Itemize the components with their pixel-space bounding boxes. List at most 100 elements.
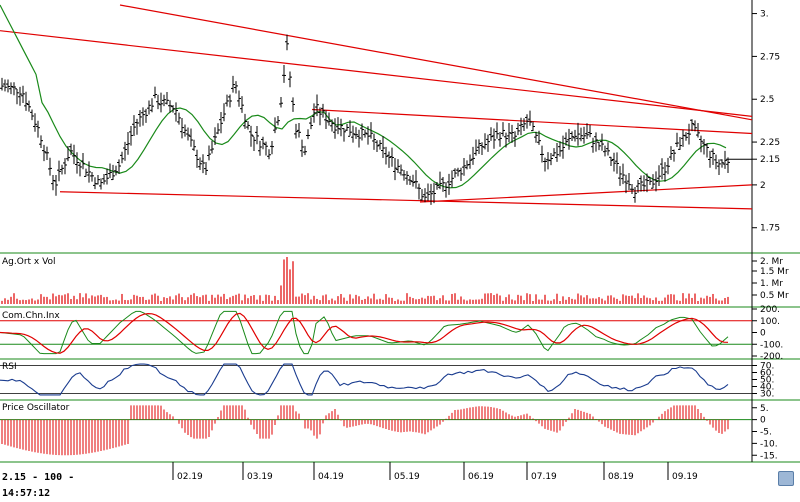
ohlc-bar <box>264 141 268 156</box>
ohlc-bar <box>582 126 586 144</box>
ohlc-bar <box>48 157 52 176</box>
oscillator-tick-label: -10. <box>760 439 778 449</box>
ohlc-bar <box>396 159 400 174</box>
cci-line <box>0 310 729 355</box>
ohlc-bar <box>345 123 349 132</box>
ohlc-bar <box>315 94 319 117</box>
ohlc-bar <box>525 114 529 129</box>
ohlc-bar <box>684 132 688 141</box>
price-tick-label: 2.75 <box>760 52 780 62</box>
ohlc-bar <box>570 131 574 141</box>
ohlc-bar <box>132 115 136 136</box>
ohlc-bar <box>12 82 16 96</box>
price-oscillator-panel: Price Oscillator 5. 0 -5.-10. -15. <box>0 403 778 461</box>
ohlc-bar <box>72 144 76 165</box>
ohlc-bar <box>408 175 412 185</box>
ohlc-bar <box>231 75 235 93</box>
volume-tick-label: 2. Mr <box>760 257 783 267</box>
price-tick-label: 2.25 <box>760 138 780 148</box>
ohlc-bar <box>63 158 67 175</box>
ohlc-bar <box>102 174 106 185</box>
price-tick-label: 2 <box>760 181 766 191</box>
ohlc-bar <box>333 118 337 139</box>
ohlc-bar <box>375 140 379 152</box>
oscillator-tick-label: 0 <box>760 416 766 426</box>
ohlc-bar <box>108 163 112 179</box>
ohlc-bar <box>9 82 13 95</box>
ohlc-bar <box>498 132 502 147</box>
x-tick-label: 06.19 <box>468 472 494 482</box>
ohlc-bar <box>399 164 403 176</box>
volume-tick-label: 1. Mr <box>760 279 783 289</box>
ohlc-bar <box>423 188 427 203</box>
ohlc-bar <box>351 125 355 143</box>
ohlc-bar <box>336 117 340 135</box>
ohlc-bar <box>630 183 634 195</box>
ohlc-bar <box>318 107 322 126</box>
ohlc-bar <box>450 170 454 188</box>
rsi-tick-label: 30. <box>760 390 774 400</box>
ohlc-bar <box>24 91 28 111</box>
ohlc-bar <box>99 178 103 190</box>
ohlc-bar <box>288 71 292 88</box>
ohlc-bar <box>258 140 262 156</box>
ohlc-bar <box>648 177 652 185</box>
rsi-panel: RSI 70.60.50.40.30. <box>0 362 774 400</box>
ohlc-bar <box>669 146 673 161</box>
ohlc-bar <box>654 171 658 192</box>
ohlc-bar <box>96 175 100 185</box>
ohlc-bar <box>228 94 232 108</box>
ohlc-bar <box>387 151 391 168</box>
ohlc-bar <box>153 86 157 99</box>
ohlc-bar <box>726 157 730 174</box>
ohlc-bar <box>618 166 622 186</box>
ohlc-bar <box>360 123 364 141</box>
ohlc-bar <box>78 162 82 177</box>
ohlc-bar <box>321 103 325 118</box>
ohlc-bar <box>240 96 244 113</box>
ohlc-bar <box>528 110 532 126</box>
ohlc-bar <box>354 127 358 139</box>
ohlc-bar <box>156 94 160 110</box>
ohlc-bar <box>198 157 202 170</box>
ohlc-bar <box>93 177 97 190</box>
ohlc-bar <box>144 108 148 123</box>
ohlc-bar <box>6 79 10 93</box>
ohlc-bar <box>138 110 142 127</box>
ohlc-bar <box>36 120 40 138</box>
ohlc-bar <box>468 154 472 169</box>
ohlc-bar <box>702 138 706 155</box>
ohlc-bar <box>495 122 499 139</box>
ohlc-bar <box>39 135 43 148</box>
ohlc-bar <box>504 132 508 148</box>
trend-line <box>311 108 753 135</box>
ohlc-bar <box>579 127 583 142</box>
ohlc-bar <box>297 122 301 138</box>
ohlc-bar <box>117 159 121 175</box>
ohlc-bar <box>378 139 382 150</box>
ohlc-bar <box>522 118 526 132</box>
ohlc-bar <box>384 146 388 165</box>
cci-tick-label: 200. <box>760 305 780 315</box>
price-axis: 3. 2.75 2.5 2.25 2.15 2 1.75 <box>726 10 780 234</box>
ohlc-bar <box>309 117 313 130</box>
ohlc-bar <box>159 92 163 113</box>
ohlc-bar <box>84 168 88 177</box>
ohlc-bar <box>222 103 226 122</box>
ohlc-bar <box>531 121 535 132</box>
ohlc-bar <box>663 162 667 182</box>
resize-corner-icon[interactable] <box>778 471 794 486</box>
ohlc-bar <box>588 124 592 138</box>
ohlc-bar <box>666 157 670 175</box>
ohlc-bar <box>243 113 247 129</box>
oscillator-tick-label: 5. <box>760 404 769 414</box>
ohlc-bar <box>303 145 307 156</box>
ohlc-bar <box>636 179 640 193</box>
ohlc-bar <box>312 103 316 123</box>
ohlc-bar <box>90 171 94 182</box>
ohlc-bar <box>711 148 715 165</box>
x-tick-label: 05.19 <box>394 472 420 482</box>
ohlc-bar <box>57 160 61 182</box>
ohlc-bar <box>249 125 253 147</box>
cci-tick-label: 100. <box>760 317 780 327</box>
